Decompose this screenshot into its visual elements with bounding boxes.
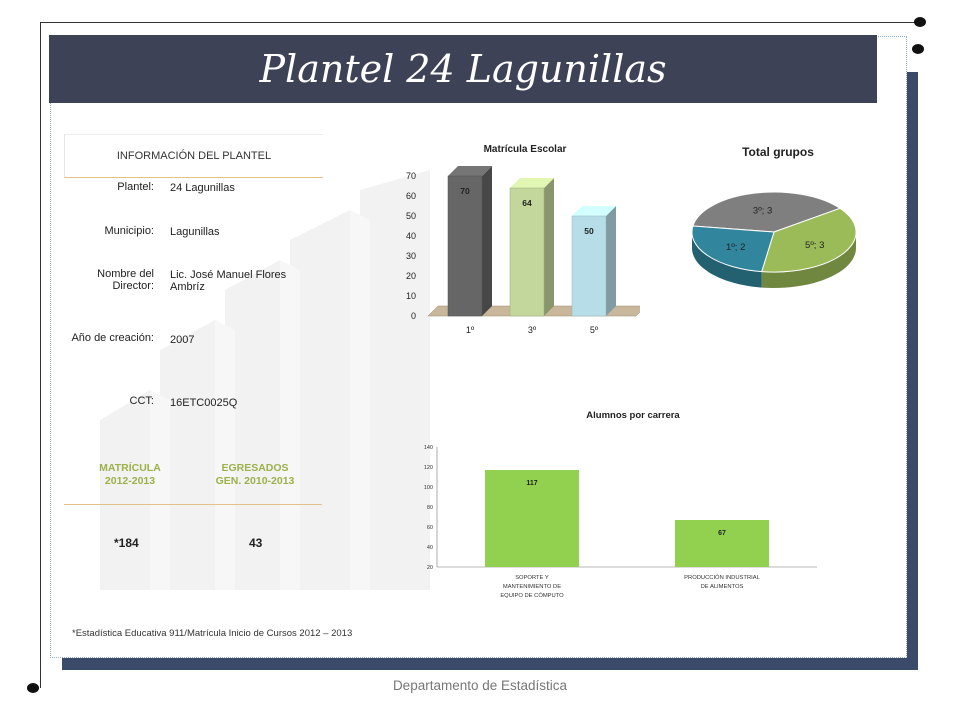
value-plantel: 24 Lagunillas — [170, 182, 235, 194]
chart1-ytick-4: 40 — [406, 231, 416, 241]
frame-dot-right — [912, 44, 924, 54]
chart2-slice-1 — [761, 207, 857, 273]
chart3-xtick-0-line1: MANTENIMIENTO DE — [503, 584, 561, 590]
chart1-bar-side-0 — [482, 166, 492, 316]
chart1-ytick-5: 50 — [406, 211, 416, 221]
chart1-ytick-0: 0 — [411, 311, 416, 321]
chart-alumnos-por-carrera: Alumnos por carrera 20 40 60 80 100 120 140 117 S… — [424, 410, 817, 599]
chart3-ytick-5: 120 — [424, 465, 433, 471]
chart3-title: Alumnos por carrera — [586, 410, 680, 421]
chart2-slice-label-1: 5º; 3 — [805, 240, 824, 251]
label-anio-creacion: Año de creación: — [71, 332, 154, 344]
footer-text: Departamento de Estadística — [392, 678, 568, 693]
label-director: Nombre del Director: — [97, 268, 154, 292]
page-title: Plantel 24 Lagunillas — [49, 35, 877, 103]
matricula-heading: MATRÍCULA 2012-2013 — [80, 462, 180, 488]
chart3-ytick-1: 40 — [427, 545, 433, 551]
chart-matricula-escolar: Matrícula Escolar 0 10 20 30 40 50 60 70 70 1º 64 3º… — [406, 144, 640, 335]
chart-total-grupos: Total grupos 3º; 3 5º; 3 1º; 2 — [691, 145, 857, 288]
chart1-data-label-0: 70 — [460, 186, 470, 196]
chart2-slice-side-2-0 — [692, 232, 762, 288]
chart3-ytick-4: 100 — [424, 485, 433, 491]
chart1-data-label-1: 64 — [522, 198, 532, 208]
chart1-bar-2 — [571, 215, 607, 317]
chart3-data-label-0: 117 — [526, 480, 537, 487]
matricula-value: *184 — [114, 536, 139, 550]
chart1-bar-top-1 — [510, 178, 554, 188]
chart1-bar-side-2 — [606, 206, 616, 316]
footnote: *Estadística Educativa 911/Matrícula Ini… — [72, 628, 353, 639]
chart1-ytick-2: 20 — [406, 271, 416, 281]
value-cct: 16ETC0025Q — [170, 397, 238, 409]
stats-divider — [64, 504, 322, 505]
chart3-ytick-6: 140 — [424, 445, 433, 451]
chart1-xtick-1: 3º — [528, 325, 537, 335]
matricula-heading-line1: MATRÍCULA — [99, 462, 161, 474]
chart1-bar-0 — [447, 175, 483, 317]
frame-line-left — [40, 22, 41, 688]
matricula-heading-line2: 2012-2013 — [104, 475, 156, 487]
chart3-data-label-1: 67 — [718, 530, 726, 537]
chart1-ytick-7: 70 — [406, 171, 416, 181]
info-heading: INFORMACIÓN DEL PLANTEL — [64, 134, 323, 178]
chart2-slice-0 — [692, 191, 842, 233]
chart3-ytick-0: 20 — [427, 565, 433, 571]
chart3-xtick-1-line1: DE ALIMENTOS — [701, 584, 744, 590]
chart1-bar-top-2 — [572, 206, 616, 216]
chart1-data-label-2: 50 — [584, 226, 594, 236]
chart3-bar-1 — [675, 520, 769, 567]
chart3-ytick-2: 60 — [427, 525, 433, 531]
label-plantel: Plantel: — [117, 181, 154, 193]
egresados-heading: EGRESADOS GEN. 2010-2013 — [195, 462, 315, 488]
chart1-xtick-0: 1º — [466, 325, 475, 335]
chart1-xtick-2: 5º — [590, 325, 599, 335]
chart3-xtick-1-line0: PRODUCCIÓN INDUSTRIAL — [684, 574, 760, 581]
chart1-bar-1 — [509, 187, 545, 317]
chart2-slice-label-2: 1º; 2 — [726, 242, 745, 253]
value-anio-creacion: 2007 — [170, 334, 195, 346]
chart2-title: Total grupos — [742, 145, 814, 159]
egresados-heading-line1: EGRESADOS — [221, 462, 289, 474]
egresados-value: 43 — [249, 536, 263, 550]
chart3-bar-0 — [485, 470, 579, 567]
chart1-ytick-3: 30 — [406, 251, 416, 261]
egresados-heading-line2: GEN. 2010-2013 — [215, 475, 295, 487]
frame-dot-bottom-left — [27, 683, 39, 693]
frame-line-top — [40, 22, 920, 23]
frame-dot-top-right — [914, 17, 926, 27]
label-municipio: Municipio: — [104, 225, 154, 237]
chart2-slice-side-1-0 — [761, 232, 856, 288]
value-municipio: Lagunillas — [170, 226, 220, 238]
watermark-graphic — [100, 170, 430, 590]
chart3-xtick-0-line0: SOPORTE Y — [515, 575, 549, 581]
chart2-slice-label-0: 3º; 3 — [753, 206, 772, 217]
chart1-ytick-6: 60 — [406, 191, 416, 201]
label-cct: CCT: — [129, 395, 154, 407]
value-director: Lic. José Manuel Flores Ambríz — [170, 269, 287, 293]
chart2-slice-2 — [691, 225, 775, 273]
chart3-ytick-3: 80 — [427, 505, 433, 511]
chart1-bar-side-1 — [544, 178, 554, 316]
chart3-xtick-0-line2: EQUIPO DE CÓMPUTO — [500, 592, 564, 599]
chart1-bar-top-0 — [448, 166, 492, 176]
chart1-title: Matrícula Escolar — [484, 144, 567, 155]
chart1-ytick-1: 10 — [406, 291, 416, 301]
